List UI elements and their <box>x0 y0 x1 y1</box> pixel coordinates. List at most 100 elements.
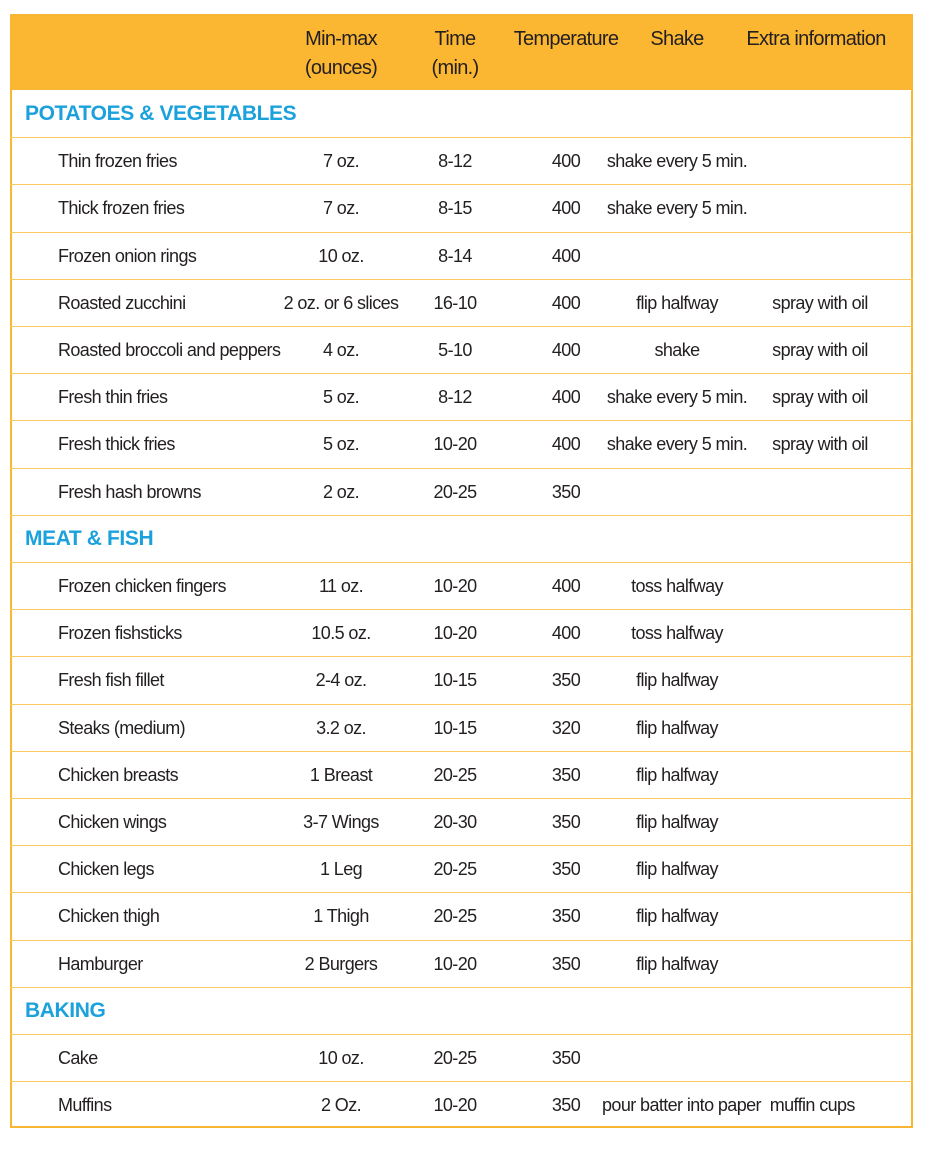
row-rule <box>10 1034 913 1035</box>
cell-amount: 5 oz. <box>322 387 360 408</box>
item-name: Frozen fishsticks <box>58 623 182 644</box>
row-rule <box>10 986 913 988</box>
cell-amount: 2 oz. or 6 slices <box>283 292 399 313</box>
cell-temp: 400 <box>551 576 581 596</box>
cell-temp: 400 <box>551 623 581 644</box>
cell-time: 20-25 <box>433 764 477 785</box>
cell-amount: 2 Burgers <box>304 953 378 974</box>
section-title: POTATOES & VEGETABLES <box>25 102 297 125</box>
item-name: Chicken thigh <box>58 906 160 927</box>
cell-shake: flip halfway <box>636 717 718 738</box>
cell-temp: 400 <box>551 245 581 266</box>
item-name: Fresh thick fries <box>58 434 175 455</box>
cell-shake: shake <box>654 340 700 360</box>
cell-shake: flip halfway <box>636 906 718 927</box>
row-rule <box>10 184 913 186</box>
cell-time: 8-12 <box>438 151 472 172</box>
section-title: BAKING <box>25 998 106 1022</box>
cell-extra: spray with oil <box>772 387 868 408</box>
item-name: Fresh fish fillet <box>58 670 164 691</box>
header-cell: Shake <box>650 28 704 50</box>
row-rule <box>10 467 913 469</box>
cell-time: 10-20 <box>433 1095 477 1116</box>
row-rule <box>10 656 913 658</box>
item-name: Roasted broccoli and peppers <box>58 340 281 360</box>
cell-time: 16-10 <box>433 292 477 313</box>
cell-time: 10-15 <box>433 717 477 738</box>
row-rule <box>10 278 913 280</box>
cell-time: 20-25 <box>433 1048 477 1068</box>
cell-time: 20-25 <box>433 906 477 927</box>
cell-amount: 5 oz. <box>322 434 360 455</box>
cell-temp: 350 <box>551 1095 581 1116</box>
row-rule <box>10 514 913 516</box>
item-name: Chicken legs <box>58 859 154 880</box>
row-rule <box>10 750 913 752</box>
cell-shake: shake every 5 min. <box>606 151 748 172</box>
header-cell: Time <box>434 28 477 50</box>
item-name: Cake <box>58 1048 98 1068</box>
cell-shake: flip halfway <box>636 764 718 785</box>
cell-time: 10-20 <box>433 623 477 644</box>
item-name: Steaks (medium) <box>58 717 186 738</box>
cell-temp: 400 <box>551 340 581 360</box>
item-name: Hamburger <box>58 953 143 974</box>
cell-shake: flip halfway <box>636 292 718 313</box>
item-name: Frozen onion rings <box>58 245 197 266</box>
row-rule <box>10 798 913 799</box>
cell-temp: 400 <box>551 198 581 219</box>
header-cell: Extra information <box>746 28 886 50</box>
item-name: Thin frozen fries <box>58 151 177 172</box>
cell-amount: 2 oz. <box>322 481 360 502</box>
cell-temp: 350 <box>551 481 581 502</box>
item-name: Fresh thin fries <box>58 387 168 408</box>
row-rule <box>10 231 913 233</box>
cell-time: 10-20 <box>433 953 477 974</box>
row-rule <box>10 892 913 894</box>
cell-time: 8-12 <box>438 387 472 408</box>
cell-amount: 3-7 Wings <box>303 812 379 832</box>
cell-shake: shake every 5 min. <box>606 198 748 219</box>
item-name: Frozen chicken fingers <box>58 576 226 596</box>
cell-temp: 350 <box>551 1048 581 1068</box>
row-rule <box>10 137 913 139</box>
cell-amount: 10 oz. <box>318 245 364 266</box>
header-band <box>10 14 913 90</box>
row-rule <box>10 845 913 847</box>
cell-shake: flip halfway <box>636 859 718 880</box>
cell-amount: 3.2 oz. <box>316 717 366 738</box>
cell-shake: toss halfway <box>631 623 723 644</box>
cell-shake: pour batter into paper muffin cups <box>602 1095 855 1116</box>
cell-amount: 4 oz. <box>322 340 360 360</box>
cell-extra: spray with oil <box>772 292 868 313</box>
cell-temp: 350 <box>551 906 581 927</box>
item-name: Thick frozen fries <box>58 198 185 219</box>
cell-time: 20-25 <box>433 859 477 880</box>
row-rule <box>10 703 913 705</box>
cell-amount: 1 Thigh <box>313 906 369 927</box>
header-cell: (min.) <box>431 57 480 79</box>
cell-time: 10-20 <box>433 576 477 596</box>
cell-amount: 2-4 oz. <box>315 670 367 691</box>
cell-shake: toss halfway <box>631 576 723 596</box>
cell-temp: 350 <box>551 859 581 880</box>
cell-shake: shake every 5 min. <box>606 434 748 455</box>
cell-time: 8-15 <box>438 198 472 219</box>
cell-amount: 1 Breast <box>309 764 373 785</box>
cell-amount: 10 oz. <box>318 1048 364 1068</box>
row-rule <box>10 326 913 327</box>
cell-temp: 350 <box>551 670 581 691</box>
cell-time: 8-14 <box>438 245 472 266</box>
cell-temp: 350 <box>551 764 581 785</box>
cell-temp: 400 <box>551 434 581 455</box>
cell-amount: 2 Oz. <box>320 1095 362 1116</box>
item-name: Chicken breasts <box>58 764 179 785</box>
cell-amount: 11 oz. <box>318 576 364 596</box>
item-name: Muffins <box>58 1095 112 1116</box>
cell-amount: 7 oz. <box>322 151 360 172</box>
cell-extra: spray with oil <box>772 340 868 360</box>
cell-time: 20-30 <box>433 812 477 832</box>
cell-shake: flip halfway <box>636 953 718 974</box>
cell-amount: 10.5 oz. <box>311 623 371 644</box>
